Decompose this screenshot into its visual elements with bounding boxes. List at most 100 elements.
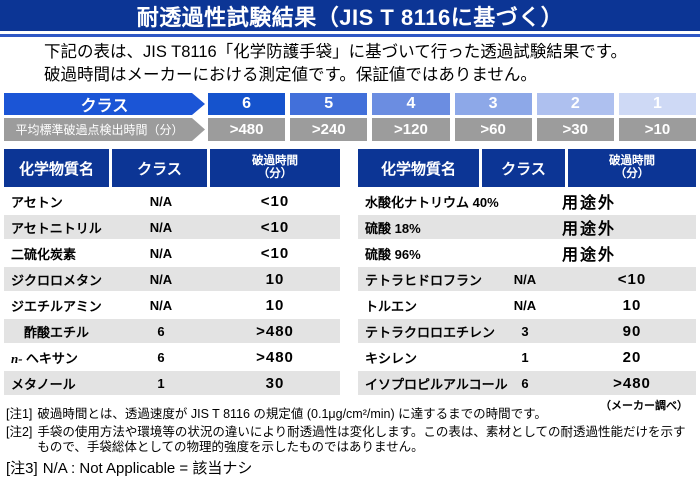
time-cell-2: >120 [372,118,450,141]
note-1-text: 破過時間とは、透過速度が JIS T 8116 の規定値 (0.1μg/cm²/… [37,407,547,421]
breakthrough-time-value: <10 [260,192,290,210]
class-value: N/A [149,271,173,287]
table-row: キシレン 1 20 [358,345,696,369]
class-cell-1: 1 [618,93,697,115]
table-row: ジエチルアミン N/A 10 [4,293,340,317]
chemical-name: 二硫化炭素 [11,246,77,262]
note-3-label: [注3] [6,460,38,477]
class-cell-6: 6 [208,93,286,115]
out-of-scope-value: 用途外 [561,247,616,264]
class-cell-3: 3 [454,93,532,115]
time-cell-4: >30 [536,118,614,141]
header-time-line1: 破過時間 [252,155,298,167]
breakthrough-time-value: <10 [617,270,647,288]
table-row: イソプロピルアルコール 6 >480 [358,371,696,395]
class-value: N/A [149,297,173,313]
right-table-header: 化学物質名 クラス 破過時間 （分） [358,149,696,187]
chemical-name: 硫酸 18% [365,220,421,236]
class-value: N/A [149,245,173,261]
left-table-body: アセトン N/A <10 アセトニトリル N/A <10 二硫化炭素 N/A <10 ジクロロメタ… [4,189,340,395]
header-class: クラス [482,149,568,187]
time-cells: >480 >240 >120 >60 >30 >10 [208,118,697,141]
table-row: 硫酸 96% 用途外 [358,241,696,265]
breakthrough-time-value: >480 [256,348,294,366]
note-2: [注2] 手袋の使用方法や環境等の状況の違いにより耐透過性は変化します。この表は… [6,425,694,455]
breakthrough-time-value: <10 [260,244,290,262]
breakthrough-time-value: >480 [613,374,651,392]
note-2-label: [注2] [6,425,33,439]
table-row: アセトニトリル N/A <10 [4,215,340,239]
class-value: N/A [513,271,537,287]
time-cell-0: >480 [208,118,286,141]
chemical-name: アセトン [11,194,63,210]
time-cell-3: >60 [454,118,532,141]
chemical-name: ジエチルアミン [11,298,102,314]
class-value: 6 [157,349,165,365]
header-time-line2: （分） [614,168,650,180]
class-value: 6 [157,323,165,339]
source-note: （メーカー調べ） [600,400,688,412]
header-time-line2: （分） [257,168,293,180]
chemical-name: 硫酸 96% [365,246,421,262]
table-row: トルエン N/A 10 [358,293,696,317]
note-3: [注3] N/A : Not Applicable = 該当ナシ [6,461,694,476]
footer-area: （メーカー調べ） [注1] 破過時間とは、透過速度が JIS T 8116 の規… [0,397,700,476]
table-row: 二硫化炭素 N/A <10 [4,241,340,265]
class-value: 1 [157,375,165,391]
out-of-scope-value: 用途外 [561,195,616,212]
right-table-body: 水酸化ナトリウム 40% 用途外 硫酸 18% 用途外 硫酸 96% 用途外 テトラヒドロフ… [358,189,696,395]
class-value: N/A [149,219,173,235]
left-table: 化学物質名 クラス 破過時間 （分） アセトン N/A <10 アセトニトリル N/A <… [4,149,340,397]
chemical-name: イソプロピルアルコール [365,376,508,392]
chemical-name: メタノール [11,376,76,392]
chemical-name: アセトニトリル [11,220,102,236]
breakthrough-time-value: 10 [265,296,285,314]
breakthrough-time-value: 90 [622,322,642,340]
breakthrough-time-value: 30 [265,374,285,392]
table-row: アセトン N/A <10 [4,189,340,213]
chemical-name: テトラヒドロフラン [365,272,483,288]
time-cell-5: >10 [618,118,697,141]
table-row: テトラクロロエチレン 3 90 [358,319,696,343]
breakthrough-time-value: 10 [265,270,285,288]
table-row: ジクロロメタン N/A 10 [4,267,340,291]
table-row: 硫酸 18% 用途外 [358,215,696,239]
chemical-name: n- ヘキサン [11,350,78,366]
right-table: 化学物質名 クラス 破過時間 （分） 水酸化ナトリウム 40% 用途外 硫酸 18%… [358,149,696,397]
title-divider [0,34,700,37]
header-chemical-name: 化学物質名 [358,149,482,187]
class-label-arrow: クラス [4,93,205,115]
left-table-header: 化学物質名 クラス 破過時間 （分） [4,149,340,187]
chemical-name: テトラクロロエチレン [365,324,496,340]
class-value: N/A [149,193,173,209]
result-tables: 化学物質名 クラス 破過時間 （分） アセトン N/A <10 アセトニトリル N/A <… [0,141,700,397]
table-row: 水酸化ナトリウム 40% 用途外 [358,189,696,213]
header-breakthrough-time: 破過時間 （分） [210,149,340,187]
class-value: N/A [513,297,537,313]
time-label-arrow: 平均標準破過点検出時間（分） [4,118,205,141]
breakthrough-time-value: >480 [256,322,294,340]
class-value: 6 [521,375,529,391]
table-row: メタノール 1 30 [4,371,340,395]
chemical-name: ジクロロメタン [11,272,103,288]
class-value: 1 [521,349,529,365]
class-cell-2: 2 [536,93,614,115]
table-row: 酢酸エチル 6 >480 [4,319,340,343]
header-class: クラス [112,149,210,187]
note-3-text: N/A : Not Applicable = 該当ナシ [42,460,253,477]
note-1-label: [注1] [6,407,33,421]
chemical-name: キシレン [365,350,418,366]
note-1: [注1] 破過時間とは、透過速度が JIS T 8116 の規定値 (0.1μg… [6,407,694,422]
header-time-line1: 破過時間 [609,155,655,167]
time-cell-1: >240 [290,118,368,141]
chemical-name: 酢酸エチル [11,324,90,340]
breakthrough-time-row: 平均標準破過点検出時間（分） >480 >240 >120 >60 >30 >10 [4,118,697,141]
header-breakthrough-time: 破過時間 （分） [568,149,696,187]
note-2-text: 手袋の使用方法や環境等の状況の違いにより耐透過性は変化します。この表は、素材とし… [37,425,686,454]
class-cell-5: 5 [290,93,368,115]
breakthrough-time-value: <10 [260,218,290,236]
